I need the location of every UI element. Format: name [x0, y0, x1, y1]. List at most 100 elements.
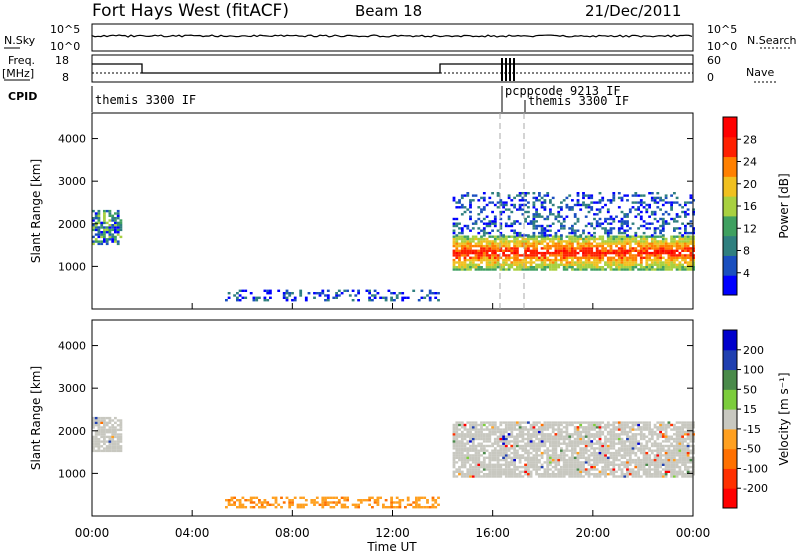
power-cell [535, 249, 538, 252]
power-cell [620, 196, 624, 200]
velocity-cell [637, 470, 640, 473]
velocity-cell [504, 428, 508, 431]
power-cell [269, 292, 272, 295]
velocity-cell [516, 435, 519, 438]
velocity-cell [595, 421, 599, 424]
power-cell [94, 217, 98, 220]
power-cell [667, 247, 671, 250]
power-cell [518, 192, 522, 195]
velocity-cell [105, 447, 109, 450]
velocity-cell [477, 454, 481, 457]
velocity-cell [354, 503, 358, 506]
velocity-cell [637, 473, 640, 476]
velocity-cell [384, 506, 388, 509]
power-cell [606, 242, 610, 245]
velocity-cell [601, 458, 605, 462]
velocity-cell [551, 423, 555, 427]
velocity-cell [119, 449, 123, 453]
power-cell [551, 263, 555, 266]
power-cell [587, 235, 591, 238]
noise-tick-bottom-right: 10^0 [707, 40, 737, 53]
power-cell [111, 233, 115, 236]
power-cell [634, 235, 638, 238]
velocity-cell [469, 421, 472, 424]
velocity-cell [496, 430, 500, 434]
power-cell [568, 254, 572, 257]
velocity-cell [642, 465, 646, 469]
velocity-cell [650, 475, 654, 478]
velocity-cell [653, 463, 657, 466]
power-cell [458, 251, 461, 255]
power-cell [582, 231, 585, 235]
power-cell [524, 194, 527, 197]
power-cell [502, 210, 505, 214]
power-cell [535, 208, 538, 211]
velocity-cell [568, 463, 572, 466]
velocity-cell [540, 426, 544, 429]
power-cell [684, 215, 687, 218]
power-cell [477, 268, 481, 271]
velocity-cell [332, 496, 336, 499]
velocity-cell [576, 442, 580, 445]
velocity-cell [571, 454, 574, 457]
velocity-cell [507, 473, 511, 476]
velocity-cell [620, 430, 624, 434]
velocity-cell [678, 473, 682, 476]
velocity-cell [664, 430, 668, 434]
power-cell [504, 201, 508, 204]
power-cell [686, 268, 690, 271]
velocity-cell [463, 465, 467, 469]
velocity-cell [612, 426, 616, 429]
velocity-cell [560, 475, 563, 478]
power-cell [493, 237, 497, 241]
velocity-cell [678, 449, 682, 452]
power-cell [477, 251, 481, 255]
velocity-cell [573, 473, 577, 476]
power-cell [675, 249, 679, 252]
velocity-cell [584, 430, 588, 434]
power-cell [571, 247, 574, 250]
velocity-cell [471, 435, 475, 438]
power-cell [659, 217, 662, 221]
power-cell [584, 247, 588, 250]
power-cell [650, 210, 654, 214]
power-cell [626, 194, 629, 197]
power-cell [686, 263, 690, 266]
power-cell [634, 247, 638, 250]
power-cell [452, 196, 456, 200]
power-cell [529, 242, 533, 245]
velocity-cell [626, 444, 629, 448]
power-cell [598, 266, 602, 269]
velocity-cell [659, 428, 662, 431]
velocity-cell [667, 470, 671, 473]
velocity-cell [471, 449, 475, 452]
power-cell [579, 268, 583, 271]
power-cell [238, 294, 242, 297]
velocity-cell [477, 461, 481, 464]
power-cell [590, 251, 594, 255]
velocity-cell [535, 468, 538, 471]
velocity-cell [626, 449, 629, 452]
power-cell [620, 256, 624, 259]
power-cell [631, 256, 635, 259]
power-cell [653, 263, 657, 266]
power-cell [573, 247, 577, 250]
power-cell [631, 261, 635, 264]
power-cell [573, 215, 577, 218]
power-cell [656, 263, 660, 266]
velocity-cell [103, 449, 106, 453]
velocity-cell [579, 456, 583, 459]
velocity-cell [485, 475, 489, 478]
power-cell [532, 247, 536, 250]
velocity-cell [606, 430, 610, 434]
power-cell [474, 251, 478, 255]
power-cell [650, 263, 654, 266]
power-cell [499, 268, 503, 271]
power-cell [692, 261, 695, 264]
velocity-cell [631, 461, 635, 464]
velocity-cell [516, 465, 519, 469]
velocity-cell [260, 503, 264, 506]
velocity-cell [637, 468, 640, 471]
power-cell [97, 228, 101, 232]
velocity-cell [114, 447, 117, 450]
